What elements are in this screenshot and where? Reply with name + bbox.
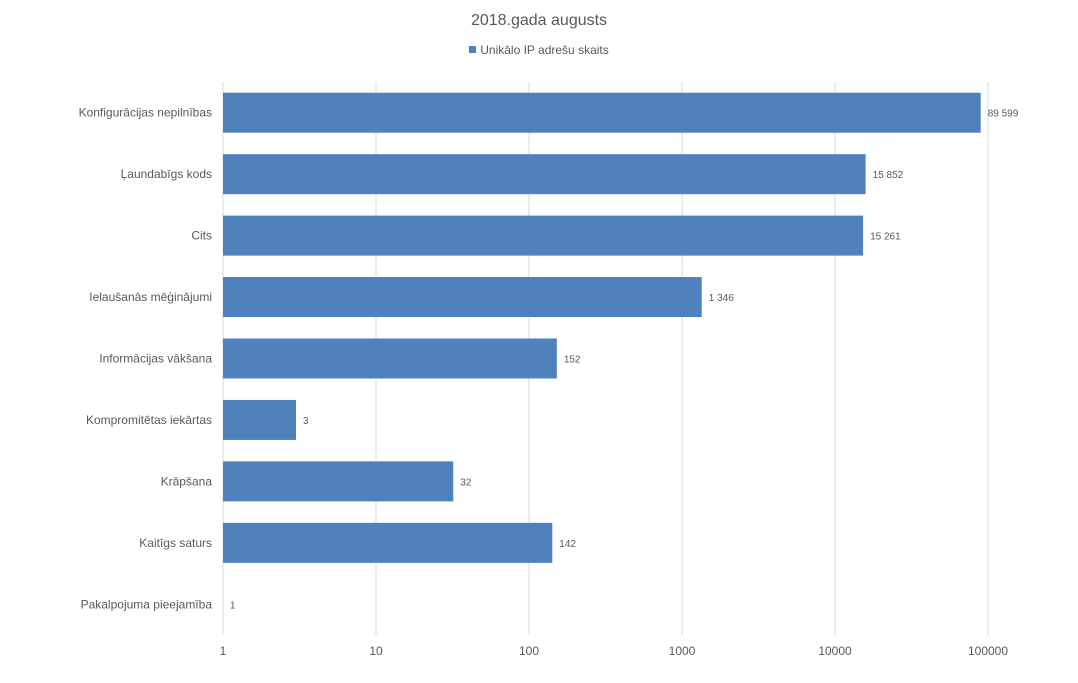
data-label: 89 599 (988, 109, 1019, 120)
x-tick-label: 10 (369, 644, 383, 658)
bar (223, 92, 981, 133)
data-label: 32 (460, 477, 472, 488)
category-label: Informācijas vākšana (99, 352, 212, 366)
bar (223, 399, 296, 440)
x-tick-label: 1000 (669, 644, 696, 658)
data-label: 1 (230, 600, 236, 611)
bar (223, 277, 702, 318)
data-label: 152 (564, 355, 581, 366)
category-label: Pakalpojuma pieejamība (81, 597, 213, 611)
category-label: Kaitīgs saturs (139, 536, 212, 550)
x-tick-label: 100000 (968, 644, 1008, 658)
x-tick-label: 10000 (818, 644, 852, 658)
chart-title: 2018.gada augusts (470, 12, 608, 29)
bar (223, 338, 557, 379)
data-label: 15 852 (873, 170, 904, 181)
legend-label: Unikālo IP adrešu skaits (480, 43, 609, 57)
bar (223, 461, 454, 502)
data-label: 1 346 (709, 293, 734, 304)
category-label: Krāpšana (161, 474, 213, 488)
x-tick-label: 1 (220, 644, 227, 658)
data-label: 15 261 (870, 232, 901, 243)
data-label: 3 (303, 416, 309, 427)
bar (223, 215, 864, 256)
category-label: Kompromitētas iekārtas (86, 413, 212, 427)
data-label: 142 (559, 539, 576, 550)
bar (223, 522, 553, 563)
category-label: Ļaundabīgs kods (121, 167, 212, 181)
category-label: Konfigurācijas nepilnības (79, 106, 212, 120)
bar (223, 154, 866, 195)
category-label: Cits (191, 229, 212, 243)
category-label: Ielaušanās mēģinājumi (89, 290, 212, 304)
x-tick-label: 100 (519, 644, 539, 658)
legend: Unikālo IP adrešu skaits (0, 43, 1078, 57)
legend-swatch (469, 46, 477, 53)
